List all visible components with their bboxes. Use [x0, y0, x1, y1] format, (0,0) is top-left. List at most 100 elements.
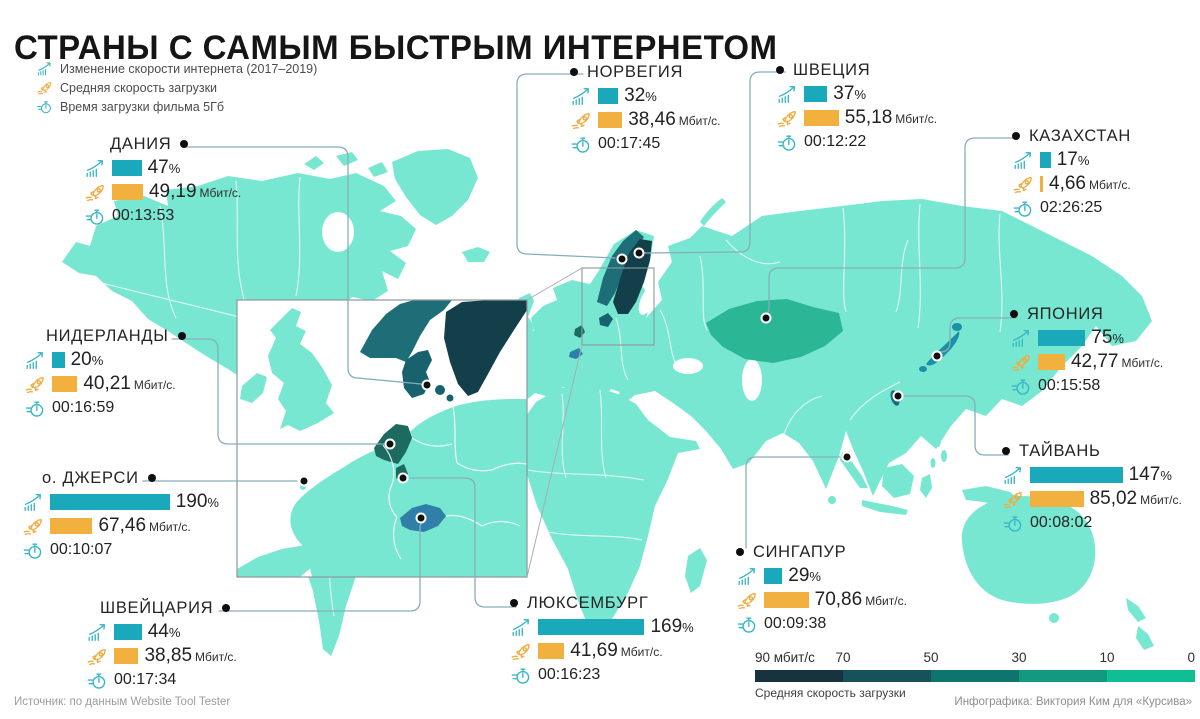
marker-denmark [421, 379, 433, 391]
rocket-icon [36, 79, 53, 96]
speed-bar [1040, 176, 1043, 192]
rocket-icon [1012, 173, 1034, 195]
connector-switzerland [218, 523, 422, 612]
growth-icon [1012, 149, 1034, 171]
callout-sweden: ШВЕЦИЯ 37% 55,18 Мбит/с. 00:12:22 [776, 60, 937, 152]
scale-label: Средняя скорость загрузки [755, 686, 906, 700]
inset-continent [290, 399, 527, 577]
stopwatch-icon [24, 397, 46, 419]
growth-icon [84, 157, 106, 179]
callout-norway: НОРВЕГИЯ 32% 38,46 Мбит/с. 00:17:45 [570, 62, 721, 154]
speed-bar [804, 110, 839, 126]
speed-value: 85,02 Мбит/с. [1089, 488, 1182, 509]
connector-japan [937, 317, 1017, 355]
download-time: 00:17:34 [114, 671, 177, 688]
stopwatch-icon [736, 613, 758, 635]
speed-value: 42,77 Мбит/с. [1070, 351, 1164, 372]
inset-uk [268, 308, 334, 431]
growth-value: 17% [1056, 149, 1090, 170]
scale-tick: 0 [1187, 650, 1195, 665]
speed-bar [598, 112, 623, 128]
speed-bar [114, 648, 139, 664]
stopwatch-icon [1010, 375, 1032, 397]
growth-icon [1010, 327, 1032, 349]
stopwatch-icon [570, 133, 592, 155]
growth-bar [1040, 152, 1051, 168]
country-name: ТАЙВАНЬ [1019, 441, 1101, 460]
country-name: ЛЮКСЕМБУРГ [527, 593, 649, 612]
inset-spain [237, 545, 318, 577]
growth-icon [570, 85, 592, 107]
legend-item-growth: Изменение скорости интернета (2017–2019) [36, 60, 317, 77]
speed-value: 38,85 Мбит/с. [144, 645, 237, 666]
inset-norway [360, 300, 452, 362]
rocket-icon [510, 640, 532, 662]
scale-tick: 10 [1099, 650, 1115, 665]
callout-singapore: СИНГАПУР 29% 70,86 Мбит/с. 00:09:38 [736, 542, 907, 634]
scale-ticks: 90 мбит/с 70 50 30 10 0 [755, 650, 1195, 667]
callout-taiwan: ТАЙВАНЬ 147% 85,02 Мбит/с. 00:08:02 [1002, 441, 1182, 533]
marker-japan [931, 350, 943, 362]
stopwatch-icon [510, 664, 532, 686]
marker-singapore [841, 451, 853, 463]
growth-icon [510, 616, 532, 638]
map-region-australia [961, 496, 1096, 604]
callout-dot [1010, 310, 1018, 318]
marker-jersey [298, 475, 310, 487]
marker-kazakhstan [760, 312, 772, 324]
growth-bar [804, 86, 828, 102]
map-markers [298, 247, 943, 524]
europe-inset [236, 267, 655, 578]
growth-icon [24, 349, 46, 371]
speed-bar [538, 643, 565, 659]
speed-bar [1030, 491, 1084, 507]
growth-bar [538, 619, 645, 635]
marker-sweden [633, 247, 645, 259]
download-time: 00:13:53 [112, 207, 175, 224]
stopwatch-icon [1012, 197, 1034, 219]
inset-box-border [236, 299, 528, 578]
credit-note: Инфографика: Виктория Ким для «Курсива» [954, 696, 1192, 708]
map-denmark [599, 313, 613, 327]
marker-netherlands [384, 438, 396, 450]
stopwatch-icon [84, 205, 106, 227]
callout-dot [776, 66, 784, 74]
stopwatch-icon [776, 131, 798, 153]
growth-value: 75% [1091, 327, 1124, 348]
source-note: Источник: по данным Website Tool Tester [14, 696, 231, 708]
connector-sweden [644, 71, 786, 254]
growth-icon [776, 83, 798, 105]
speed-value: 40,21 Мбит/с. [83, 373, 176, 394]
callout-dot [510, 599, 518, 607]
growth-value: 190% [175, 491, 219, 512]
country-name: о. ДЖЕРСИ [42, 468, 139, 487]
download-time: 00:17:45 [598, 135, 661, 152]
inset-sweden [444, 300, 527, 396]
growth-icon [1002, 464, 1024, 486]
rocket-icon [84, 181, 106, 203]
country-name: ШВЕЙЦАРИЯ [100, 598, 214, 617]
speed-bar [112, 184, 143, 200]
marker-norway [616, 253, 628, 265]
scale-segment [931, 670, 1019, 682]
growth-value: 29% [788, 565, 821, 586]
callout-dot [147, 474, 156, 482]
speed-value: 70,86 Мбит/с. [814, 589, 907, 610]
legend-label: Время загрузки фильма 5Гб [60, 99, 225, 114]
scale-segment [1107, 670, 1195, 682]
download-time: 00:08:02 [1030, 514, 1093, 531]
speed-bar [764, 592, 809, 608]
growth-value: 47% [147, 157, 181, 178]
scale-tick: 90 мбит/с [755, 650, 815, 665]
stopwatch-icon [1002, 512, 1024, 534]
speed-bar [50, 518, 93, 534]
zoom-link-lines [526, 267, 583, 578]
growth-bar [764, 568, 783, 584]
stopwatch-icon [86, 669, 108, 691]
stopwatch-icon [22, 539, 44, 561]
map-seas [322, 212, 762, 401]
callout-japan: ЯПОНИЯ 75% 42,77 Мбит/с. 00:15:58 [1010, 304, 1163, 396]
legend-item-speed: Средняя скорость загрузки [36, 79, 317, 96]
